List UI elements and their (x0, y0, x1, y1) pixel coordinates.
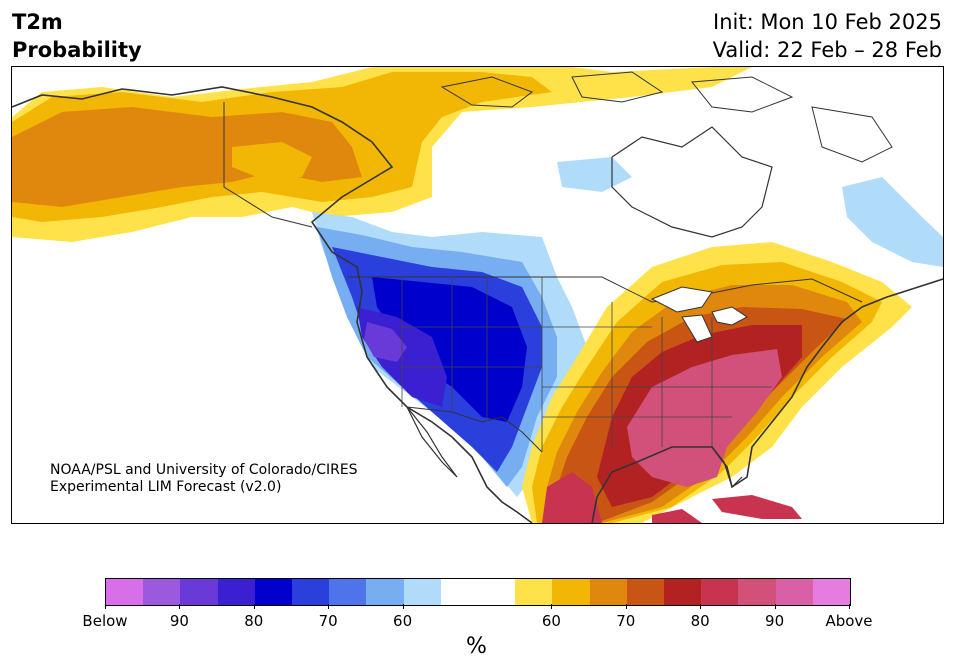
colorbar-tick (700, 604, 702, 609)
colorbar-tick-label: Below (82, 612, 128, 630)
warm-region-northwest-mid (12, 107, 362, 207)
colorbar-segment (738, 579, 776, 605)
hudson-bay-coast (611, 126, 773, 238)
colorbar-tick (774, 604, 776, 609)
alaska-border (223, 102, 313, 228)
colorbar-tick-label: 90 (169, 612, 189, 630)
colorbar-segment (366, 579, 404, 605)
colorbar-segment (552, 579, 590, 605)
colorbar-tick-label: 70 (616, 612, 636, 630)
colorbar-tick-label: 60 (541, 612, 561, 630)
colorbar-tick-label: 80 (244, 612, 264, 630)
map-canvas (12, 67, 943, 523)
colorbar-segment (775, 579, 813, 605)
colorbar-segment (180, 579, 218, 605)
map-title: T2m Probability (12, 8, 142, 64)
colorbar-tick (402, 604, 404, 609)
colorbar-segment (515, 579, 553, 605)
colorbar-tick-label: 60 (393, 612, 413, 630)
coastline (12, 86, 533, 523)
colorbar-tick-label: 80 (690, 612, 710, 630)
colorbar-tick-label: 70 (318, 612, 338, 630)
colorbar-segment (292, 579, 330, 605)
warm-region-caribbean (712, 495, 802, 519)
warm-region-texas-south (542, 472, 602, 523)
colorbar-segment (106, 579, 144, 605)
colorbar-tick (179, 604, 181, 609)
probability-map: NOAA/PSL and University of Colorado/CIRE… (11, 66, 944, 524)
warm-region-southeast-hottest (627, 349, 782, 487)
colorbar-tick (253, 604, 255, 609)
warm-region-yucatan (652, 509, 702, 523)
great-lakes (650, 286, 748, 343)
valid-range: Valid: 22 Feb – 28 Feb (712, 38, 942, 62)
colorbar-segment (478, 579, 516, 605)
colorbar-segment (217, 579, 255, 605)
colorbar-segment (254, 579, 293, 605)
credit-line-1: NOAA/PSL and University of Colorado/CIRE… (50, 462, 358, 478)
warm-region-yukon-light (232, 142, 312, 179)
florida (711, 446, 743, 489)
colorbar-tick (328, 604, 330, 609)
colorbar-segment (329, 579, 367, 605)
colorbar-segment (626, 579, 665, 605)
colorbar-unit: % (466, 634, 487, 659)
colorbar-segment (701, 579, 739, 605)
colorbar-tick (849, 604, 850, 609)
cold-region-west-strong (372, 277, 527, 422)
state-borders (401, 277, 772, 452)
colorbar-tick-label: 90 (765, 612, 785, 630)
title-product: Probability (12, 38, 142, 62)
colorbar-segment (403, 579, 441, 605)
credit-line-2: Experimental LIM Forecast (v2.0) (50, 479, 282, 495)
coastline-east (591, 278, 943, 523)
probability-colorbar (105, 578, 851, 606)
init-date: Init: Mon 10 Feb 2025 (713, 10, 942, 34)
colorbar-segment (664, 579, 702, 605)
cold-region-labrador (842, 177, 943, 267)
colorbar-tick (625, 604, 627, 609)
colorbar-tick-label: Above (825, 612, 873, 630)
forecast-dates: Init: Mon 10 Feb 2025 Valid: 22 Feb – 28… (713, 8, 942, 64)
colorbar-segment (812, 579, 851, 605)
title-variable: T2m (12, 10, 63, 34)
colorbar-tick (105, 604, 106, 609)
arctic-islands (440, 71, 893, 163)
colorbar-tick (551, 604, 553, 609)
cold-region-hudson (557, 157, 632, 192)
us-mexico-border (406, 406, 543, 453)
baja-california (406, 406, 458, 478)
cold-region-california (364, 322, 407, 362)
forecast-credit: NOAA/PSL and University of Colorado/CIRE… (50, 462, 358, 496)
colorbar-segment (143, 579, 181, 605)
colorbar-segment (589, 579, 627, 605)
colorbar-segment (440, 579, 479, 605)
